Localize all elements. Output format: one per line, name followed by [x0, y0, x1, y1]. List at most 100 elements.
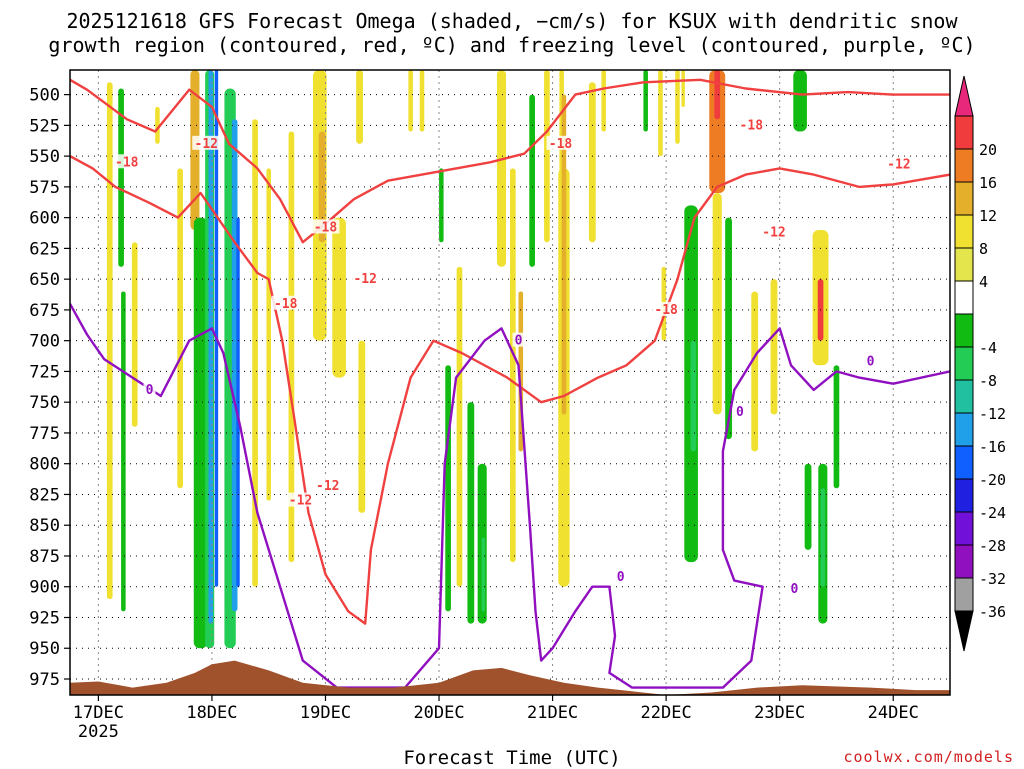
omega-cell-0: [107, 82, 113, 599]
y-tick-label-800: 800: [29, 455, 60, 475]
colorbar-segment-7: [955, 347, 973, 380]
omega-cell-3: [132, 242, 138, 427]
colorbar-top-arrow: [955, 76, 973, 116]
colorbar-segment-12: [955, 512, 973, 545]
omega-cell-52: [771, 279, 778, 414]
omega-cell-38: [589, 82, 596, 242]
omega-cell-59: [834, 365, 840, 488]
omega-cell-15: [266, 168, 271, 500]
colorbar-label-4: 4: [979, 273, 988, 291]
colorbar-label-6: -8: [979, 372, 997, 390]
contour-label-7: -18: [549, 137, 573, 152]
contour-label-15: 0: [617, 570, 625, 585]
colorbar-segment-0: [955, 116, 973, 149]
colorbar-segment-8: [955, 380, 973, 413]
colorbar-segment-3: [955, 215, 973, 248]
colorbar-segment-14: [955, 578, 973, 611]
omega-cell-29: [482, 538, 485, 612]
x-tick-label-22DEC: 22DEC: [641, 703, 692, 723]
y-tick-label-600: 600: [29, 209, 60, 229]
colorbar-label-12: -32: [979, 570, 1006, 588]
colorbar-segment-10: [955, 446, 973, 479]
contour-label-12: 0: [146, 383, 154, 398]
y-tick-label-775: 775: [29, 424, 60, 444]
omega-cell-23: [420, 70, 425, 132]
y-tick-label-675: 675: [29, 301, 60, 321]
colorbar-label-0: 20: [979, 141, 997, 159]
contour-label-0: -18: [115, 155, 139, 170]
contour-label-13: 0: [515, 334, 523, 349]
contour-label-3: -18: [314, 220, 338, 235]
omega-cell-31: [510, 168, 516, 562]
colorbar-label-1: 16: [979, 174, 997, 192]
contour-label-17: 0: [867, 355, 875, 370]
omega-cell-41: [658, 70, 663, 156]
y-tick-label-625: 625: [29, 239, 60, 259]
omega-cell-22: [408, 70, 413, 132]
colorbar-segment-11: [955, 479, 973, 512]
contour-label-5: -12: [289, 494, 312, 509]
contour-label-9: -18: [740, 118, 764, 133]
colorbar-label-3: 8: [979, 240, 988, 258]
contour-label-14: 0: [736, 405, 744, 420]
omega-cell-24: [439, 168, 444, 242]
omega-cell-26: [457, 267, 463, 587]
omega-cell-54: [805, 464, 812, 550]
contour-label-8: -18: [654, 303, 678, 318]
y-tick-label-900: 900: [29, 578, 60, 598]
colorbar-segment-6: [955, 314, 973, 347]
colorbar-segment-2: [955, 182, 973, 215]
x-tick-label-19DEC: 19DEC: [300, 703, 351, 723]
omega-cell-44: [681, 70, 684, 107]
contour-label-1: -12: [195, 137, 218, 152]
contour-label-10: -12: [762, 225, 785, 240]
colorbar: 20161284-4-8-12-16-20-24-28-32-36: [955, 76, 1006, 651]
chart-canvas: -18-12-18-18-12-12-12-18-18-18-12-120000…: [0, 0, 1024, 768]
x-year-label: 2025: [78, 722, 119, 742]
contour-label-16: 0: [791, 582, 799, 597]
omega-cell-46: [691, 341, 697, 452]
colorbar-label-11: -28: [979, 537, 1006, 555]
y-tick-label-950: 950: [29, 639, 60, 659]
y-tick-label-875: 875: [29, 547, 60, 567]
x-tick-label-21DEC: 21DEC: [527, 703, 578, 723]
omega-cell-49: [713, 193, 722, 414]
colorbar-segment-9: [955, 413, 973, 446]
y-tick-label-525: 525: [29, 116, 60, 136]
colorbar-label-5: -4: [979, 339, 997, 357]
site-credit: coolwx.com/models: [843, 748, 1014, 766]
y-tick-label-925: 925: [29, 608, 60, 628]
x-tick-label-18DEC: 18DEC: [186, 703, 237, 723]
y-tick-label-975: 975: [29, 670, 60, 690]
omega-cell-40: [643, 70, 648, 132]
colorbar-segment-13: [955, 545, 973, 578]
colorbar-segment-5: [955, 281, 973, 314]
colorbar-label-2: 12: [979, 207, 997, 225]
omega-cell-48: [714, 70, 720, 119]
colorbar-segment-1: [955, 149, 973, 182]
x-tick-label-23DEC: 23DEC: [754, 703, 805, 723]
y-tick-label-500: 500: [29, 86, 60, 106]
colorbar-label-7: -12: [979, 405, 1006, 423]
omega-cell-53: [793, 70, 807, 132]
y-tick-label-825: 825: [29, 485, 60, 505]
colorbar-label-10: -24: [979, 504, 1006, 522]
contour-label-2: -18: [274, 297, 298, 312]
omega-cell-30: [497, 70, 506, 267]
omega-cell-2: [121, 291, 126, 611]
omega-cell-27: [467, 402, 474, 623]
omega-cell-21: [358, 341, 365, 513]
colorbar-label-9: -20: [979, 471, 1006, 489]
y-tick-label-550: 550: [29, 147, 60, 167]
omega-cell-58: [821, 488, 826, 586]
contour-label-11: -12: [887, 158, 910, 173]
y-tick-label-750: 750: [29, 393, 60, 413]
omega-cell-19: [332, 218, 346, 378]
y-tick-label-850: 850: [29, 516, 60, 536]
colorbar-bottom-arrow: [955, 611, 973, 651]
y-tick-label-725: 725: [29, 362, 60, 382]
x-tick-label-20DEC: 20DEC: [413, 703, 464, 723]
x-tick-label-24DEC: 24DEC: [868, 703, 919, 723]
omega-cell-39: [601, 70, 606, 132]
colorbar-label-13: -36: [979, 603, 1006, 621]
